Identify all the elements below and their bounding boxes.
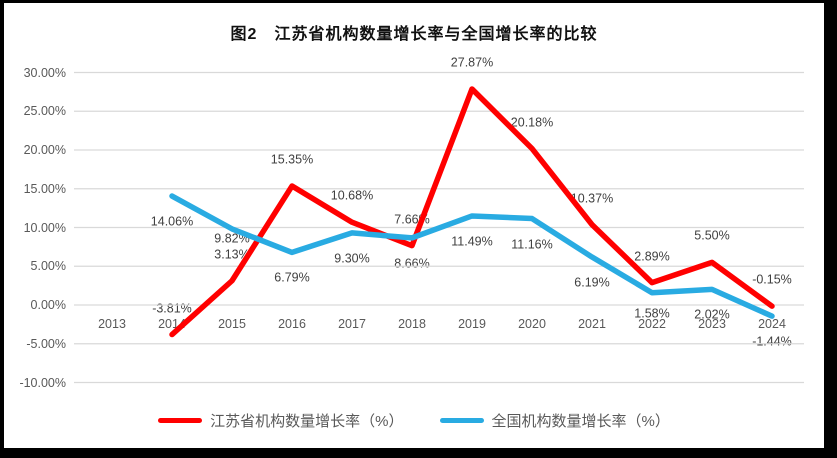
data-label-national: 6.19%	[574, 275, 610, 290]
y-axis-tick-label: -10.00%	[19, 375, 66, 390]
data-label-jiangsu: 5.50%	[694, 228, 730, 243]
legend-label-national: 全国机构数量增长率（%）	[491, 413, 670, 430]
x-axis-year-label: 2021	[578, 317, 606, 331]
data-label-jiangsu: -3.81%	[152, 301, 192, 316]
data-label-jiangsu: 7.66%	[394, 212, 430, 227]
data-label-jiangsu: 2.89%	[634, 249, 670, 264]
chart-title: 图2 江苏省机构数量增长率与全国增长率的比较	[230, 26, 598, 43]
y-axis-tick-label: 25.00%	[23, 104, 66, 119]
x-axis-year-label: 2013	[98, 317, 126, 331]
series-line-national	[169, 193, 775, 319]
y-axis-tick-label: 30.00%	[23, 65, 66, 80]
legend-swatch-jiangsu	[158, 418, 203, 423]
data-label-jiangsu: -0.15%	[752, 272, 792, 287]
x-axis-year-label: 2024	[758, 317, 786, 331]
y-axis-tick-label: 5.00%	[30, 259, 66, 274]
plot-area: 30.00% 25.00% 20.00% 15.00% 10.00% 5.00% 0.00%…	[4, 3, 824, 448]
x-axis-year-label: 2014	[158, 317, 186, 331]
legend-item-national: 全国机构数量增长率（%）	[439, 410, 670, 431]
legend-label-jiangsu: 江苏省机构数量增长率（%）	[210, 413, 404, 430]
data-label-national: 2.02%	[694, 307, 730, 322]
data-label-jiangsu: 20.18%	[510, 115, 554, 130]
y-axis-tick-label: 20.00%	[23, 143, 66, 157]
y-axis-tick-label: 15.00%	[23, 181, 66, 196]
legend: 江苏省机构数量增长率（%） 全国机构数量增长率（%）	[4, 410, 824, 431]
data-label-national: -1.44%	[752, 334, 792, 349]
data-label-national: 11.16%	[511, 237, 553, 251]
y-axis-tick-label: 0.00%	[30, 298, 66, 312]
x-axis-year-label: 2018	[398, 317, 426, 331]
data-label-jiangsu: 10.37%	[570, 191, 614, 206]
x-axis-year-label: 2017	[338, 317, 366, 331]
chart-canvas: 图2 江苏省机构数量增长率与全国增长率的比较 30.00% 25.00% 20.00…	[4, 3, 824, 448]
x-axis-year-label: 2020	[518, 317, 546, 331]
data-label-jiangsu: 10.68%	[330, 188, 374, 203]
data-label-national: 6.79%	[274, 270, 310, 285]
data-label-jiangsu: 15.35%	[270, 152, 314, 167]
y-axis-tick-label: -5.00%	[26, 336, 66, 351]
data-label-national: 11.49%	[451, 234, 493, 249]
y-axis-tick-label: 10.00%	[23, 220, 66, 235]
legend-item-jiangsu: 江苏省机构数量增长率（%）	[158, 410, 404, 431]
x-axis-year-label: 2016	[278, 317, 306, 331]
legend-swatch-national	[439, 418, 484, 423]
data-label-jiangsu: 3.13%	[214, 247, 250, 262]
data-label-national: 9.30%	[334, 251, 370, 266]
data-label-national: 14.06%	[150, 214, 194, 229]
data-label-national: 1.58%	[634, 306, 670, 321]
x-axis-year-label: 2015	[218, 317, 246, 331]
data-label-national: 9.82%	[214, 231, 250, 246]
data-label-national: 8.66%	[394, 256, 430, 271]
x-axis-year-label: 2019	[458, 317, 486, 331]
data-label-jiangsu: 27.87%	[450, 55, 494, 70]
series-line-jiangsu	[169, 86, 775, 338]
